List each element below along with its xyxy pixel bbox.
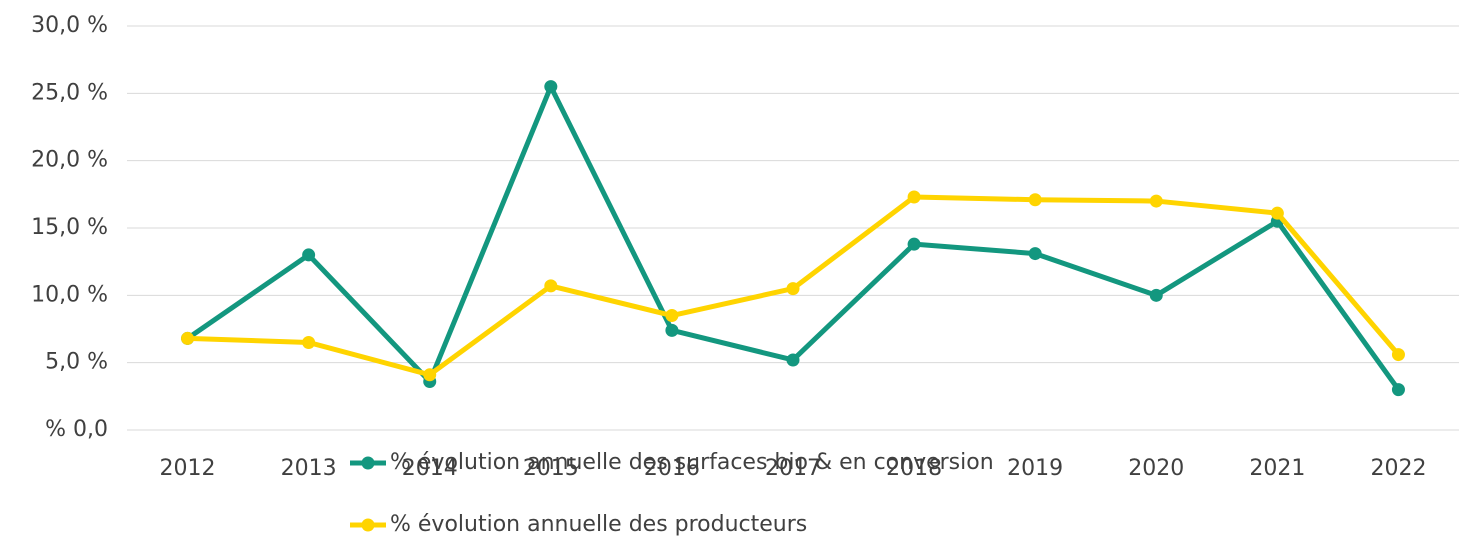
y-tick-label: % 0,0 bbox=[45, 417, 108, 442]
data-point bbox=[1391, 383, 1405, 397]
data-point bbox=[1391, 348, 1405, 362]
y-tick-label: 10,0 % bbox=[31, 282, 108, 307]
x-tick-label: 2013 bbox=[281, 456, 337, 481]
data-point bbox=[544, 279, 558, 293]
x-tick-label: 2020 bbox=[1128, 456, 1184, 481]
legend-label: % évolution annuelle des producteurs bbox=[390, 512, 807, 537]
y-tick-label: 20,0 % bbox=[31, 148, 108, 173]
legend-marker bbox=[361, 518, 375, 532]
data-point bbox=[1028, 247, 1042, 261]
series-line bbox=[186, 84, 1401, 392]
data-point bbox=[786, 353, 800, 367]
data-point bbox=[423, 368, 437, 382]
x-tick-label: 2018 bbox=[886, 456, 942, 481]
data-point bbox=[786, 282, 800, 296]
data-point bbox=[1149, 288, 1163, 302]
y-tick-label: 15,0 % bbox=[31, 215, 108, 240]
x-tick-label: 2016 bbox=[644, 456, 700, 481]
data-point bbox=[181, 331, 195, 345]
y-tick-label: 30,0 % bbox=[31, 13, 108, 38]
legend-label: % évolution annuelle des surfaces bio & … bbox=[390, 450, 994, 475]
x-tick-label: 2019 bbox=[1007, 456, 1063, 481]
data-point bbox=[907, 190, 921, 204]
data-point bbox=[665, 323, 679, 337]
x-tick-label: 2012 bbox=[160, 456, 216, 481]
x-tick-label: 2022 bbox=[1370, 456, 1426, 481]
data-point bbox=[1270, 206, 1284, 220]
data-point bbox=[907, 237, 921, 251]
data-point bbox=[665, 309, 679, 323]
x-tick-label: 2017 bbox=[765, 456, 821, 481]
y-tick-label: 25,0 % bbox=[31, 80, 108, 105]
y-tick-label: 5,0 % bbox=[45, 350, 108, 375]
data-point bbox=[1149, 194, 1163, 208]
data-point bbox=[302, 335, 316, 349]
data-point bbox=[544, 80, 558, 94]
x-tick-label: 2021 bbox=[1249, 456, 1305, 481]
legend-marker bbox=[361, 456, 375, 470]
x-tick-label: 2014 bbox=[402, 456, 458, 481]
data-point bbox=[302, 248, 316, 262]
x-tick-label: 2015 bbox=[523, 456, 579, 481]
data-point bbox=[1028, 193, 1042, 207]
